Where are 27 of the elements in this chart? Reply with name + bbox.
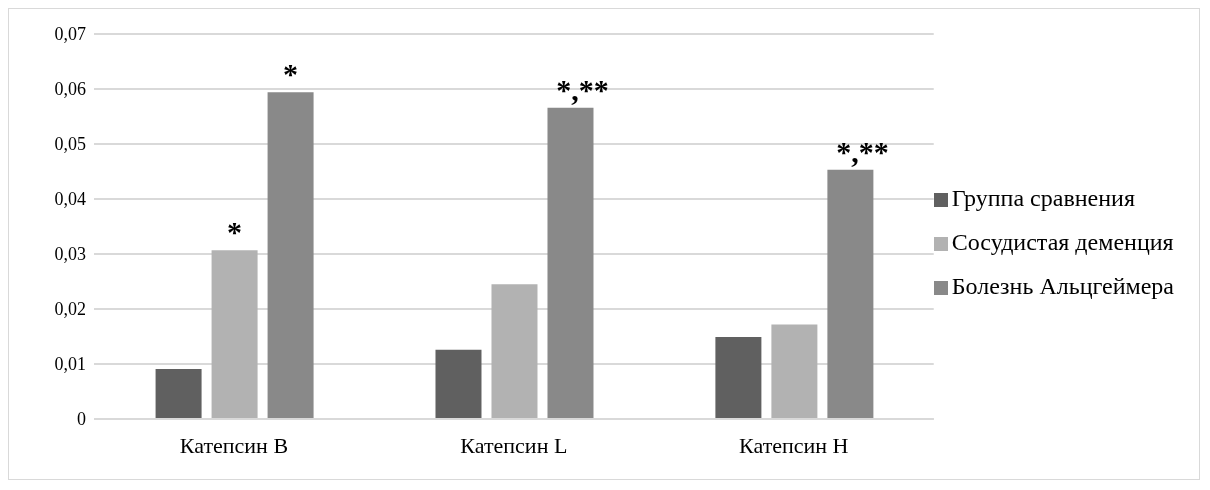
- legend-label: Группа сравнения: [951, 184, 1135, 211]
- bar: [715, 337, 762, 419]
- y-tick-label: 0,01: [54, 354, 86, 375]
- x-tick-label: Катепсин L: [460, 432, 568, 458]
- y-tick-label: 0,03: [54, 244, 86, 265]
- y-tick-label: 0: [77, 409, 86, 430]
- bar: [827, 169, 874, 419]
- data-label: *: [283, 57, 299, 91]
- y-tick-label: 0,05: [54, 134, 86, 155]
- bar: [491, 284, 538, 419]
- bar: [155, 368, 202, 419]
- y-tick-label: 0,07: [54, 24, 86, 45]
- bar: [435, 349, 482, 419]
- y-tick-label: 0,06: [54, 79, 86, 100]
- legend-label: Сосудистая деменция: [951, 228, 1174, 255]
- legend-label: Болезнь Альцгеймера: [951, 272, 1174, 299]
- bar: [211, 250, 258, 419]
- x-tick-label: Катепсин H: [739, 432, 849, 458]
- x-tick-label: Катепсин B: [179, 432, 289, 458]
- y-tick-label: 0,02: [54, 299, 86, 320]
- bar: [547, 107, 594, 419]
- data-label: *: [227, 215, 243, 249]
- data-label: *,**: [556, 72, 609, 106]
- data-label: *,**: [836, 134, 889, 168]
- bar: [771, 324, 818, 419]
- y-tick-label: 0,04: [54, 189, 86, 210]
- bar: [267, 92, 314, 419]
